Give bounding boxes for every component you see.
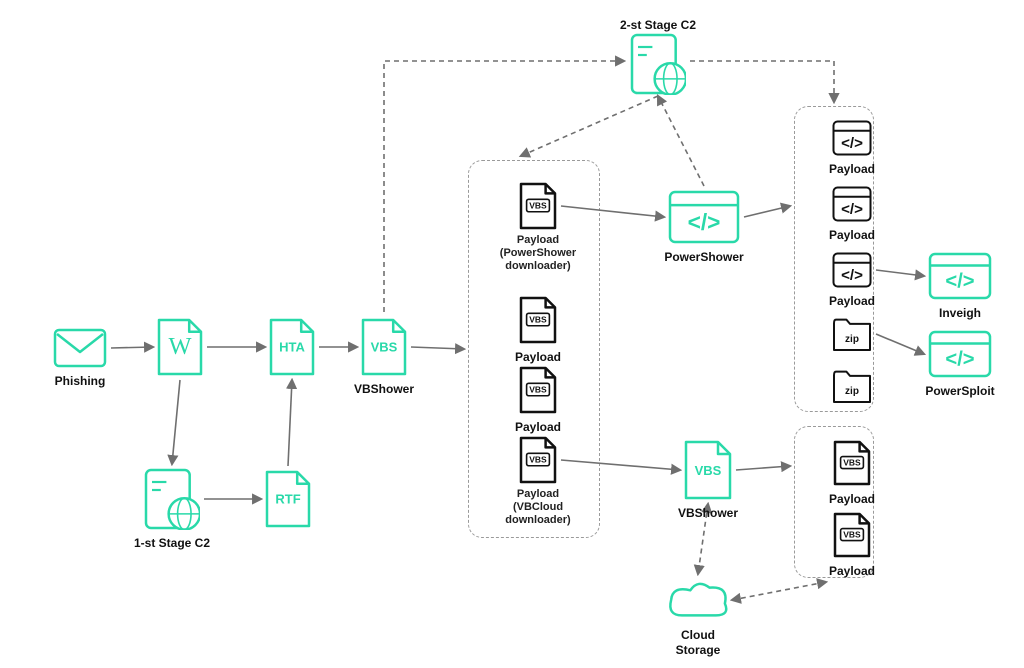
svg-text:</>: </> <box>945 349 974 371</box>
svg-text:zip: zip <box>845 386 859 397</box>
svg-text:</>: </> <box>841 201 863 218</box>
node-label: Cloud Storage <box>658 628 738 658</box>
node-label: Payload <box>829 492 875 507</box>
node-word: W <box>140 318 220 376</box>
node-p_vb_dl: VBS Payload (VBCloud downloader) <box>498 436 578 528</box>
svg-text:VBS: VBS <box>843 457 861 467</box>
node-vbshower2: VBS VBShower <box>668 440 748 521</box>
svg-text:VBS: VBS <box>843 529 861 539</box>
node-pl1: </> Payload <box>812 120 892 177</box>
svg-text:W: W <box>169 333 192 360</box>
node-pl2: </> Payload <box>812 186 892 243</box>
svg-text:</>: </> <box>688 209 721 235</box>
node-label: Payload (PowerShower downloader) <box>498 234 578 274</box>
node-c2_2: 2-st Stage C2 <box>618 12 698 95</box>
svg-text:VBS: VBS <box>529 200 547 210</box>
node-label: Payload <box>515 350 561 365</box>
node-hta: HTA <box>252 318 332 376</box>
node-label: Payload (VBCloud downloader) <box>498 488 578 528</box>
node-p_ps_dl: VBS Payload (PowerShower downloader) <box>498 182 578 274</box>
node-label: Payload <box>829 294 875 309</box>
node-pl5: VBS Payload <box>812 512 892 579</box>
svg-text:VBS: VBS <box>695 463 722 478</box>
node-label: PowerShower <box>664 250 743 265</box>
svg-text:</>: </> <box>841 267 863 284</box>
node-pl4: VBS Payload <box>812 440 892 507</box>
node-pl3: </> Payload <box>812 252 892 309</box>
node-vbs: VBS VBShower <box>344 318 424 397</box>
node-label: Payload <box>829 162 875 177</box>
svg-text:RTF: RTF <box>275 492 300 507</box>
node-zip2: zip <box>812 368 892 404</box>
node-label: Phishing <box>55 374 106 389</box>
node-label: Payload <box>829 564 875 579</box>
node-phishing: Phishing <box>40 328 120 389</box>
node-label: Inveigh <box>939 306 981 321</box>
svg-text:</>: </> <box>945 271 974 293</box>
node-powershower: </> PowerShower <box>664 190 744 265</box>
node-c2_1: 1-st Stage C2 <box>132 468 212 551</box>
node-inveigh: </> Inveigh <box>920 252 1000 321</box>
svg-text:VBS: VBS <box>529 314 547 324</box>
node-p2: VBS Payload <box>498 296 578 365</box>
node-label: 1-st Stage C2 <box>134 536 210 551</box>
node-cloud: Cloud Storage <box>658 578 738 658</box>
node-rtf: RTF <box>248 470 328 528</box>
svg-text:HTA: HTA <box>279 340 305 355</box>
node-label: Payload <box>515 420 561 435</box>
svg-text:VBS: VBS <box>529 454 547 464</box>
node-label: VBShower <box>678 506 738 521</box>
svg-text:VBS: VBS <box>529 384 547 394</box>
node-powersploit: </> PowerSploit <box>920 330 1000 399</box>
node-zip1: zip <box>812 316 892 352</box>
node-p3: VBS Payload <box>498 366 578 435</box>
node-label: Payload <box>829 228 875 243</box>
svg-text:VBS: VBS <box>371 340 398 355</box>
node-label: 2-st Stage C2 <box>620 18 696 33</box>
svg-text:</>: </> <box>841 135 863 152</box>
node-label: VBShower <box>354 382 414 397</box>
node-label: PowerSploit <box>925 384 994 399</box>
svg-text:zip: zip <box>845 334 859 345</box>
